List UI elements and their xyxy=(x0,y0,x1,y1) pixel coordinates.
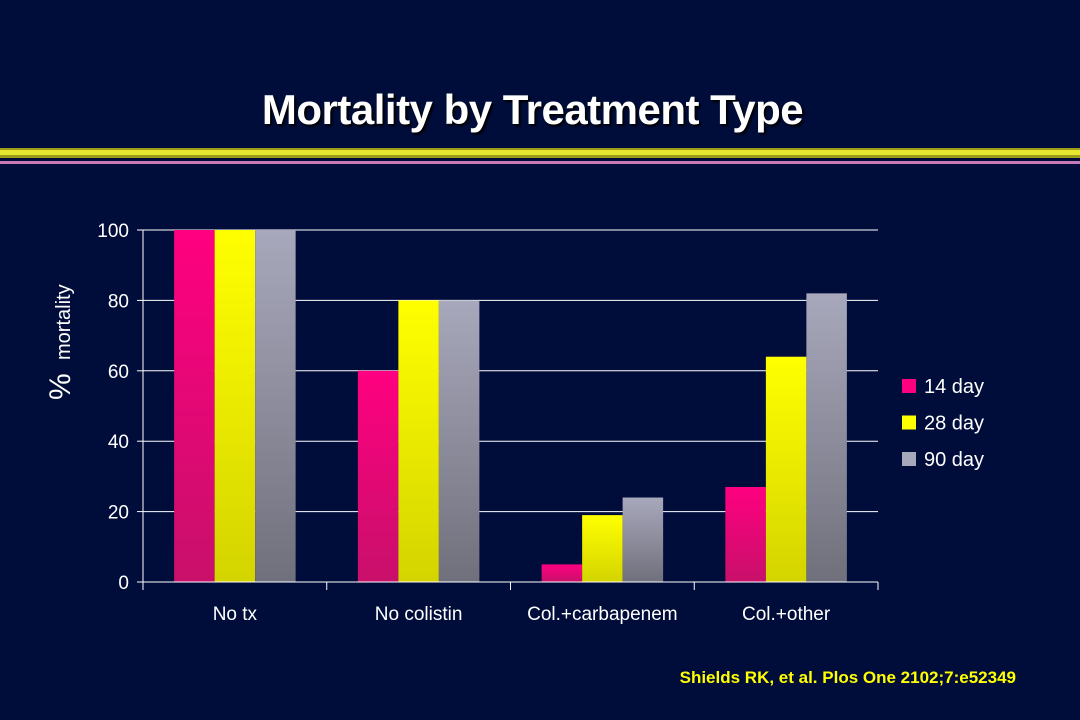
bar-28-day-0 xyxy=(214,230,256,582)
chart-axes: 0 20 40 60 80 100 No tx No colistin Col.+carbape… xyxy=(97,221,879,625)
slide-title: Mortality by Treatment Type xyxy=(261,86,804,133)
x-tick-label: Col.+other xyxy=(742,604,831,625)
y-axis-label-symbol: % xyxy=(44,373,77,400)
title-rule-yellow-highlight xyxy=(0,150,1080,155)
bar-28-day-3 xyxy=(765,356,807,582)
y-tick-label: 80 xyxy=(108,291,129,312)
title-rule-pink xyxy=(0,161,1080,164)
legend-swatch-90-day xyxy=(902,452,916,466)
y-axis-label: % mortality xyxy=(44,284,77,400)
bar-28-day-1 xyxy=(398,300,439,582)
chart-bars xyxy=(174,230,847,582)
bar-14-day-1 xyxy=(357,370,399,582)
x-tick-label: No colistin xyxy=(375,604,463,625)
legend-swatch-28-day xyxy=(902,415,916,430)
legend-label-90-day: 90 day xyxy=(924,449,984,471)
legend-swatch-14-day xyxy=(902,379,916,393)
y-tick-label: 40 xyxy=(108,432,129,453)
bar-90-day-2 xyxy=(622,497,664,582)
y-axis-label-text: mortality xyxy=(53,284,75,360)
citation: Shields RK, et al. Plos One 2102;7:e5234… xyxy=(679,668,1016,687)
x-tick-label: No tx xyxy=(213,604,258,625)
x-tick-label: Col.+carbapenem xyxy=(527,604,678,625)
y-tick-label: 0 xyxy=(118,573,129,594)
legend-label-14-day: 14 day xyxy=(924,376,984,398)
bar-14-day-3 xyxy=(725,486,766,582)
bar-90-day-3 xyxy=(806,293,847,582)
legend-label-28-day: 28 day xyxy=(924,413,984,435)
bar-14-day-0 xyxy=(174,230,215,582)
bar-90-day-0 xyxy=(255,230,296,582)
y-tick-label: 60 xyxy=(108,362,129,383)
y-tick-label: 20 xyxy=(108,503,129,524)
y-tick-label: 100 xyxy=(97,221,129,242)
bar-28-day-2 xyxy=(582,515,623,582)
bar-90-day-1 xyxy=(438,300,480,582)
chart-legend: 14 day 28 day 90 day xyxy=(902,376,984,471)
bar-14-day-2 xyxy=(541,564,583,582)
